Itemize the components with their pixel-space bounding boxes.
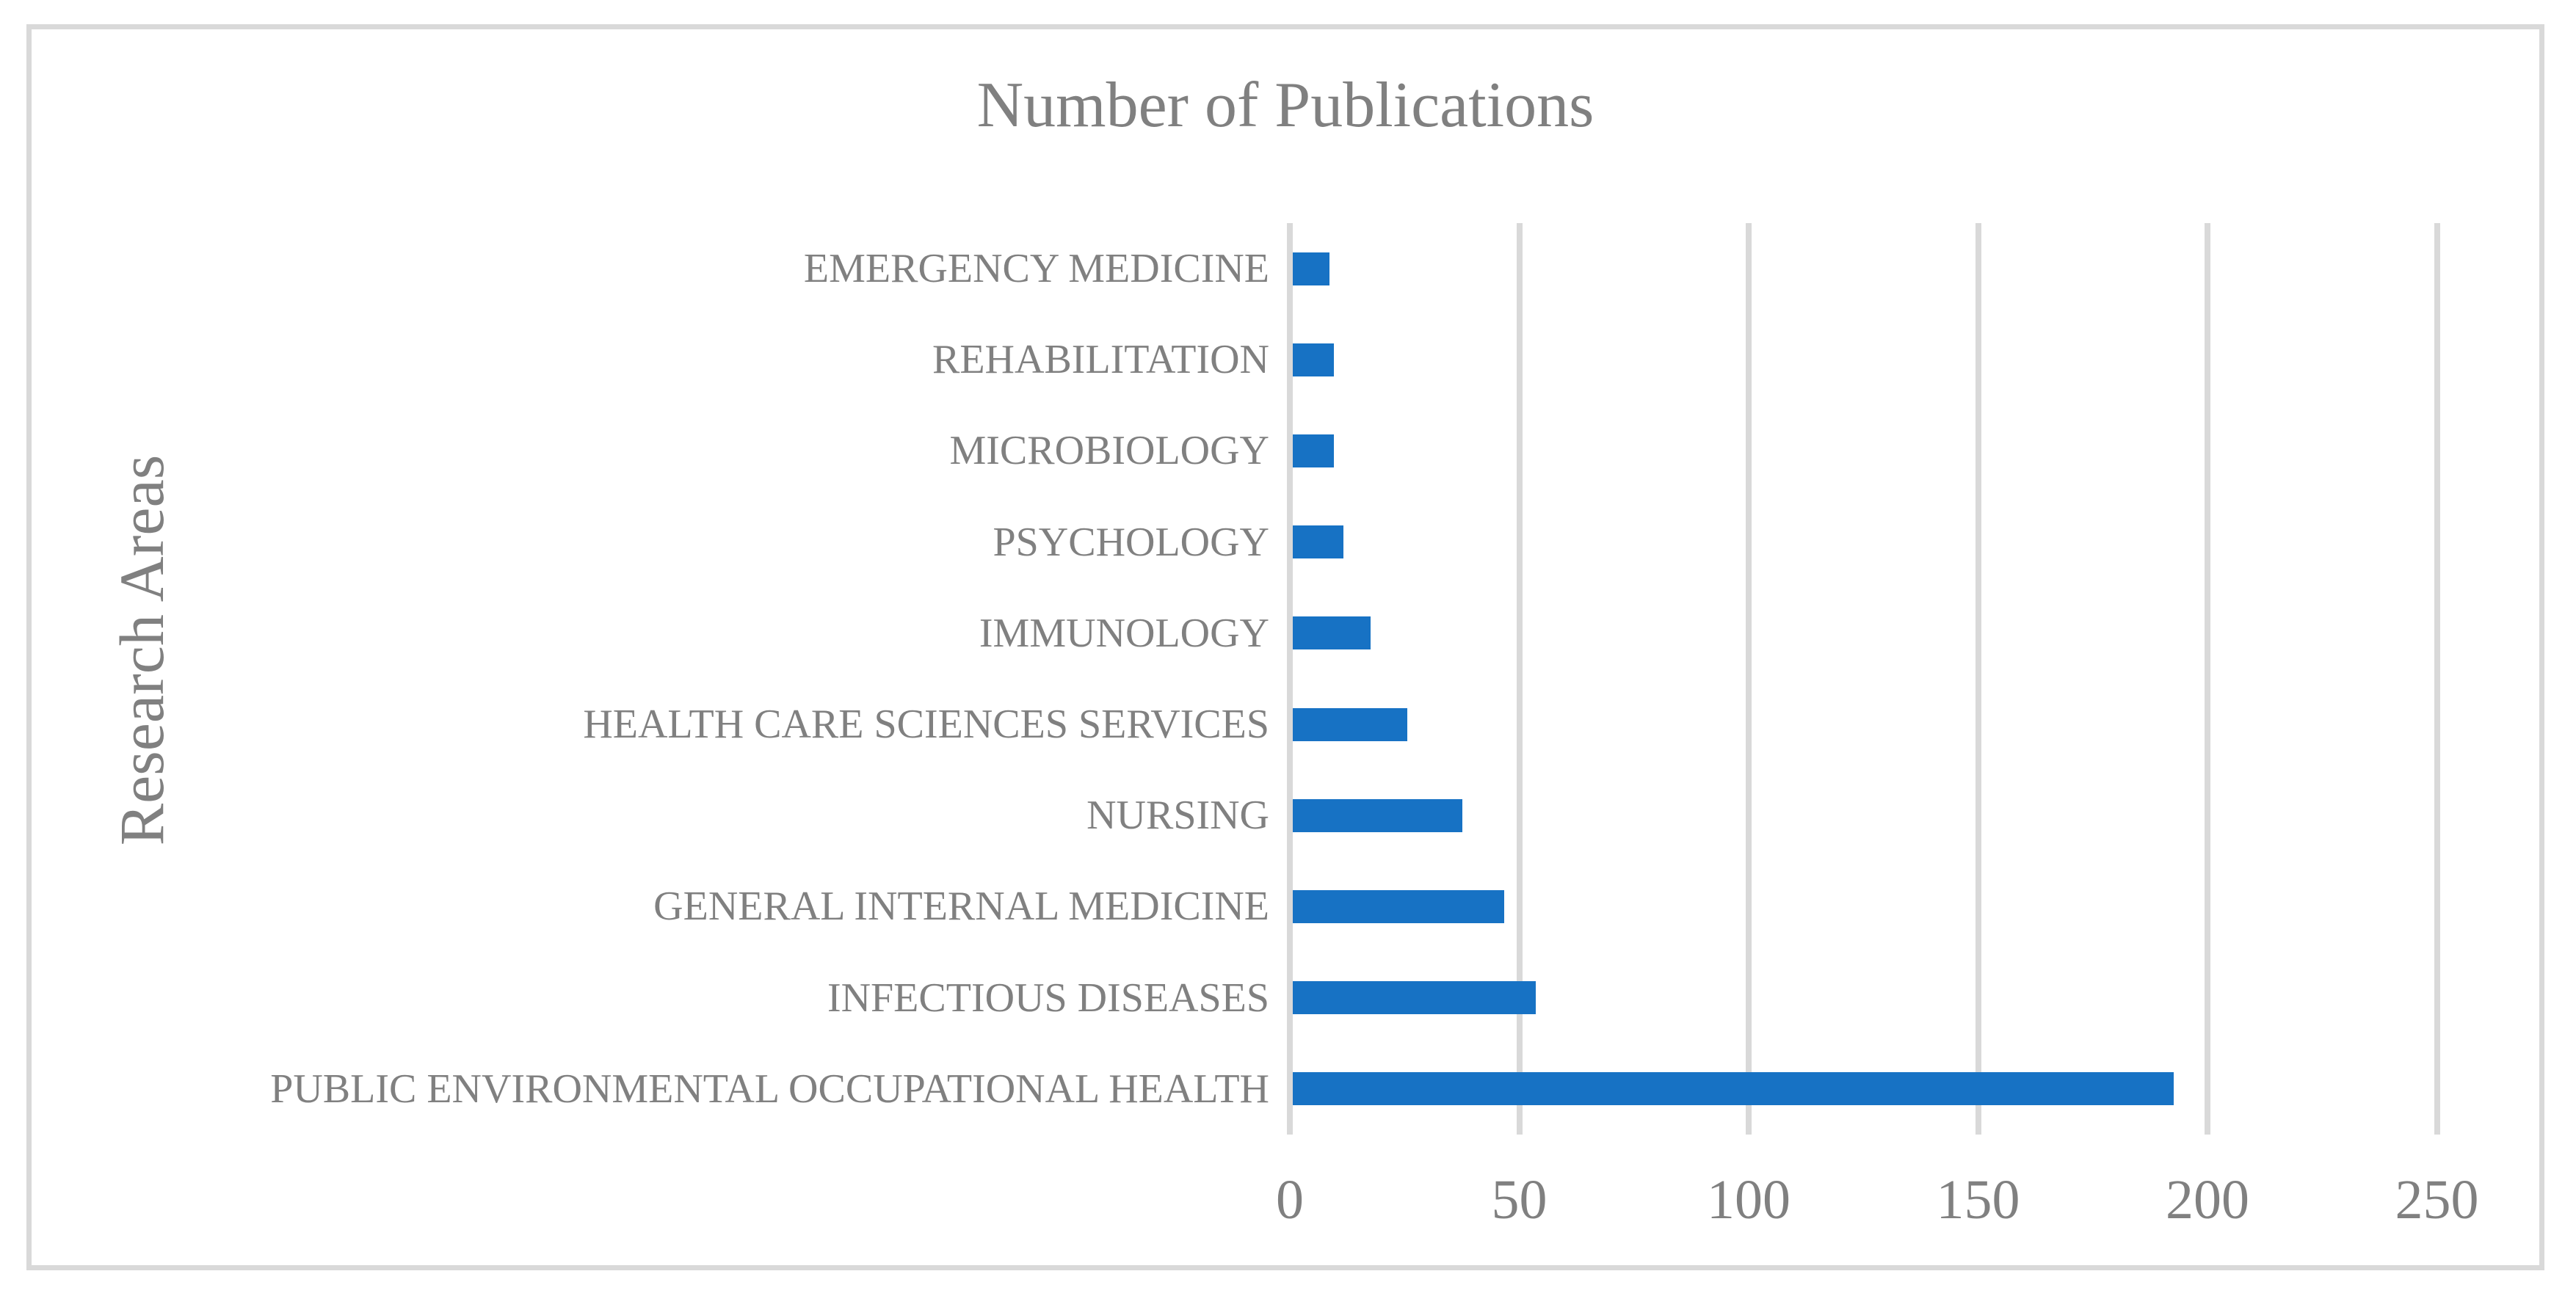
gridline-x-50 xyxy=(1516,223,1523,1135)
x-tick-label: 50 xyxy=(1491,1169,1548,1231)
x-tick-label: 0 xyxy=(1276,1169,1304,1231)
category-label: IMMUNOLOGY xyxy=(979,610,1269,656)
bar xyxy=(1293,252,1329,285)
bar xyxy=(1293,981,1536,1015)
bar xyxy=(1293,707,1408,741)
bar xyxy=(1293,798,1463,832)
category-label: NURSING xyxy=(1086,793,1269,839)
x-tick-label: 200 xyxy=(2166,1169,2249,1231)
category-label: PUBLIC ENVIRONMENTAL OCCUPATIONAL HEALTH xyxy=(270,1066,1269,1112)
bar xyxy=(1293,1072,2174,1106)
bar xyxy=(1293,616,1371,650)
chart-outer-border xyxy=(26,24,2544,1270)
gridline-x-250 xyxy=(2434,223,2440,1135)
gridline-x-100 xyxy=(1746,223,1752,1135)
category-label: INFECTIOUS DISEASES xyxy=(827,975,1269,1021)
category-label: PSYCHOLOGY xyxy=(993,519,1270,565)
bar xyxy=(1293,434,1335,467)
gridline-x-200 xyxy=(2205,223,2210,1135)
bar xyxy=(1293,525,1343,559)
category-label: REHABILITATION xyxy=(932,337,1269,383)
x-tick-label: 150 xyxy=(1936,1169,2020,1231)
category-label: HEALTH CARE SCIENCES SERVICES xyxy=(583,702,1269,748)
gridline-x-150 xyxy=(1975,223,1981,1135)
gridline-x-0 xyxy=(1287,223,1293,1135)
category-label: GENERAL INTERNAL MEDICINE xyxy=(653,884,1269,930)
chart-title: Number of Publications xyxy=(976,70,1594,141)
category-label: EMERGENCY MEDICINE xyxy=(803,246,1269,292)
bar xyxy=(1293,890,1504,923)
x-tick-label: 250 xyxy=(2395,1169,2479,1231)
bar xyxy=(1293,343,1335,376)
category-label: MICROBIOLOGY xyxy=(949,428,1269,474)
x-tick-label: 100 xyxy=(1707,1169,1790,1231)
